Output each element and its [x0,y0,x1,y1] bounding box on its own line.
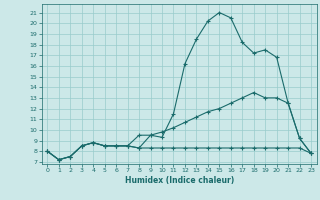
X-axis label: Humidex (Indice chaleur): Humidex (Indice chaleur) [124,176,234,185]
